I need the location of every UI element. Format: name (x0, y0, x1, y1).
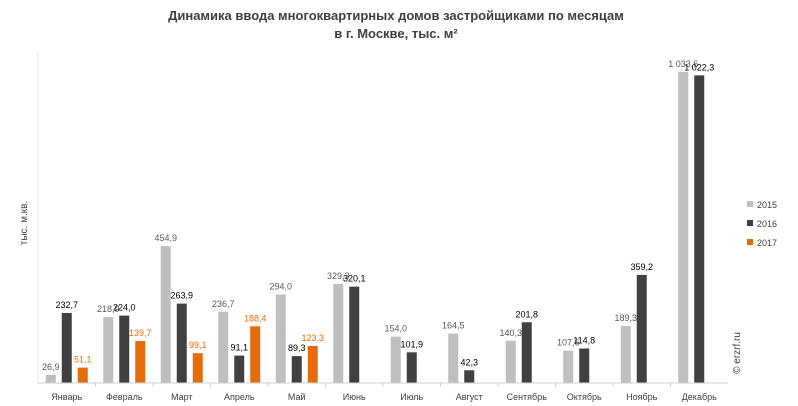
x-tick-labels: Январь Февраль Март Апрель Май Июнь Июль Август… (51, 383, 717, 402)
x-tick-label: Февраль (106, 392, 143, 402)
legend-swatch-2015 (747, 201, 753, 207)
bar-2015-11 (620, 326, 631, 383)
legend-swatch-2017 (747, 239, 753, 245)
x-tick-label: Декабрь (682, 392, 717, 402)
bar-2016-9 (521, 322, 532, 383)
data-label-2016-7: 101,9 (400, 339, 423, 349)
bar-2016-2 (119, 315, 130, 383)
data-label-2016-8: 42,3 (460, 357, 478, 367)
data-label-2015-2: 218,9 (97, 304, 120, 314)
x-tick-label: Сентябрь (507, 392, 548, 402)
data-label-2015-11: 189,3 (614, 313, 637, 323)
data-label-2015-7: 154,0 (384, 324, 407, 334)
data-label-2015-5: 294,0 (269, 282, 292, 292)
bar-2015-3 (160, 246, 171, 383)
bar-2016-3 (176, 303, 187, 383)
x-tick-label: Январь (51, 392, 82, 402)
data-label-2015-10: 107,6 (557, 338, 580, 348)
x-tick-label: Март (171, 392, 193, 402)
data-label-2017-4: 188,4 (244, 313, 267, 323)
legend-label-2016: 2016 (757, 219, 777, 229)
bar-2016-5 (291, 356, 302, 383)
data-label-2016-9: 201,8 (515, 309, 538, 319)
data-label-2016-11: 359,2 (630, 262, 653, 272)
bar-2015-8 (448, 333, 459, 383)
data-label-2016-6: 320,1 (343, 274, 366, 284)
bar-2017-2 (135, 340, 146, 383)
bar-2016-12 (694, 75, 705, 383)
y-axis-label: тыс. м.кв. (19, 201, 30, 245)
bar-2015-12 (678, 71, 689, 384)
bar-2017-5 (307, 345, 318, 383)
data-label-2015-8: 164,5 (442, 321, 465, 331)
bar-2016-1 (61, 312, 72, 383)
bar-2017-3 (192, 353, 203, 383)
data-label-2015-12: 1 033,6 (668, 59, 698, 69)
data-label-2016-1: 232,7 (55, 300, 78, 310)
data-label-2016-10: 114,8 (573, 335, 595, 345)
data-label-2016-3: 263,9 (170, 291, 193, 301)
x-tick-label: Апрель (224, 392, 255, 402)
bar-2016-11 (636, 274, 647, 383)
data-label-2017-3: 99,1 (189, 340, 207, 350)
data-label-2016-12: 1 022,3 (684, 62, 714, 72)
legend: 2015 2016 2017 (747, 200, 777, 248)
bar-2015-5 (275, 294, 286, 383)
bar-2015-2 (103, 317, 114, 383)
data-label-2015-9: 140,3 (499, 328, 522, 338)
x-tick-label: Октябрь (567, 392, 602, 402)
x-tick-label: Июнь (343, 392, 366, 402)
data-label-2015-4: 236,7 (212, 299, 235, 309)
data-label-2017-1: 51,1 (74, 355, 92, 365)
bar-2016-4 (234, 355, 245, 383)
x-tick-label: Май (288, 392, 306, 402)
bar-2015-10 (563, 350, 574, 383)
data-label-2015-3: 454,9 (154, 233, 177, 243)
data-label-2017-2: 139,7 (129, 328, 152, 338)
chart-subtitle: в г. Москве, тыс. м² (334, 26, 458, 41)
data-label-2016-4: 91,1 (230, 343, 248, 353)
data-label-2016-5: 89,3 (288, 343, 306, 353)
legend-label-2015: 2015 (757, 200, 777, 210)
x-tick-label: Август (456, 392, 483, 402)
bar-2015-7 (390, 336, 401, 383)
chart-title: Динамика ввода многоквартирных домов зас… (168, 8, 624, 23)
bar-2015-4 (218, 311, 229, 383)
data-label-2017-5: 123,3 (301, 333, 324, 343)
bar-2016-6 (349, 286, 360, 383)
bar-2015-1 (45, 374, 56, 383)
data-label-2015-1: 26,9 (42, 362, 60, 372)
x-tick-label: Ноябрь (626, 392, 658, 402)
bar-2015-9 (505, 340, 516, 383)
bar-2016-10 (579, 348, 590, 383)
legend-label-2017: 2017 (757, 238, 777, 248)
bar-2016-7 (406, 352, 417, 383)
watermark: © erzrf.ru (732, 332, 743, 374)
bar-2015-6 (333, 283, 344, 383)
x-tick-label: Июль (400, 392, 423, 402)
bar-2017-4 (250, 326, 261, 383)
bar-2016-8 (464, 370, 475, 383)
bar-2017-1 (77, 367, 88, 383)
data-label-2015-6: 329,3 (327, 271, 350, 281)
legend-swatch-2016 (747, 220, 753, 226)
data-label-2016-2: 224,0 (113, 303, 136, 313)
